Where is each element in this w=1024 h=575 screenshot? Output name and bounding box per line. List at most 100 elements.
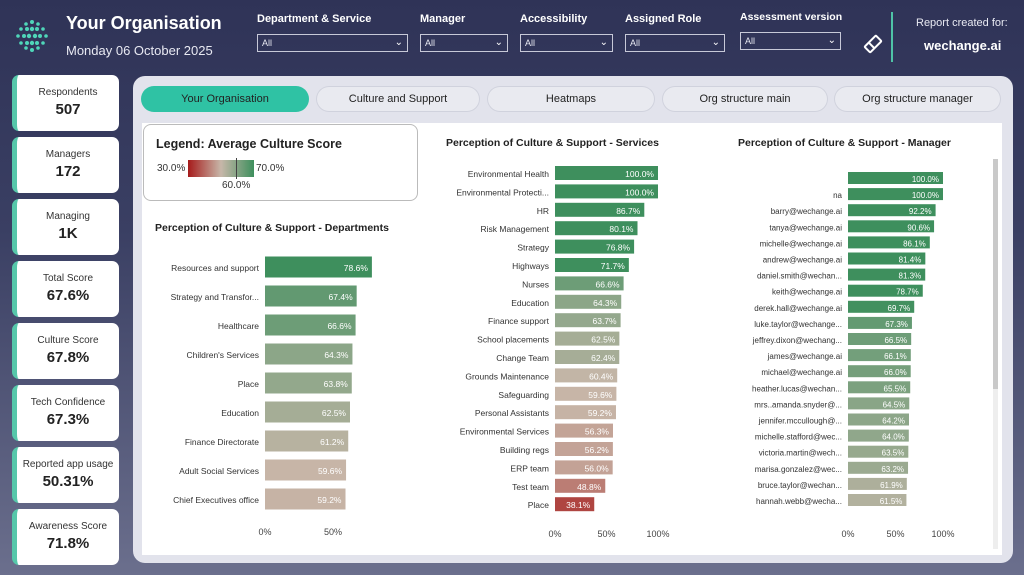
- kpi-card-culture-score: Culture Score 67.8%: [12, 323, 119, 379]
- bar[interactable]: [555, 202, 645, 217]
- scrollbar-thumb[interactable]: [993, 159, 998, 389]
- category-label: james@wechange.ai: [767, 352, 843, 361]
- tab-culture-and-support[interactable]: Culture and Support: [316, 86, 480, 112]
- bar[interactable]: [555, 184, 658, 199]
- main-panel: Your Organisation Culture and Support He…: [133, 76, 1013, 563]
- data-label: 66.6%: [595, 279, 620, 289]
- eraser-icon[interactable]: [862, 33, 884, 55]
- kpi-card-awareness-score: Awareness Score 71.8%: [12, 509, 119, 565]
- bar[interactable]: [555, 423, 613, 438]
- bar[interactable]: [265, 430, 349, 452]
- department-select[interactable]: All ⌄: [257, 34, 408, 52]
- legend-gradient: [188, 160, 254, 177]
- divider: [891, 12, 893, 62]
- bar[interactable]: [848, 365, 911, 378]
- bar[interactable]: [848, 445, 909, 458]
- bar[interactable]: [555, 442, 613, 456]
- bar[interactable]: [555, 221, 638, 236]
- bar[interactable]: [555, 276, 624, 291]
- bar[interactable]: [265, 343, 353, 365]
- bar[interactable]: [848, 300, 915, 313]
- bar[interactable]: [265, 401, 350, 423]
- bar[interactable]: [555, 258, 629, 272]
- data-label: 66.0%: [884, 368, 907, 377]
- kpi-label: Respondents: [38, 87, 98, 98]
- bar[interactable]: [848, 316, 912, 329]
- legend-card: Legend: Average Culture Score 30.0% 70.0…: [143, 124, 418, 201]
- bar[interactable]: [848, 268, 926, 281]
- category-label: barry@wechange.ai: [771, 207, 842, 216]
- bar[interactable]: [848, 429, 909, 442]
- category-label: jeffrey.dixon@wechang...: [752, 336, 842, 345]
- bar[interactable]: [848, 494, 907, 506]
- bar[interactable]: [555, 497, 595, 512]
- legend-min-label: 30.0%: [157, 163, 186, 174]
- category-label: Finance Directorate: [185, 437, 259, 447]
- data-label: 100.0%: [625, 169, 654, 179]
- bar[interactable]: [848, 397, 910, 410]
- kpi-value: 172: [55, 163, 81, 180]
- bar[interactable]: [848, 349, 911, 362]
- departments-chart: Resources and support 78.6% Strategy and T…: [171, 256, 372, 537]
- filter-label: Department & Service: [257, 13, 372, 25]
- tab-your-organisation[interactable]: Your Organisation: [141, 86, 309, 112]
- data-label: 64.5%: [883, 400, 906, 409]
- bar[interactable]: [848, 333, 912, 345]
- accessibility-select[interactable]: All ⌄: [520, 34, 613, 52]
- category-label: jennifer.mccullough@...: [758, 417, 842, 426]
- kpi-card-tech-confidence: Tech Confidence 67.3%: [12, 385, 119, 441]
- bar[interactable]: [555, 350, 620, 364]
- bar[interactable]: [265, 285, 357, 307]
- bar[interactable]: [265, 256, 372, 278]
- bar[interactable]: [265, 459, 347, 481]
- services-chart: Environmental Health 100.0% Environmental …: [456, 166, 670, 539]
- kpi-value: 507: [55, 101, 81, 118]
- bar[interactable]: [265, 372, 352, 394]
- assigned-role-select[interactable]: All ⌄: [625, 34, 725, 52]
- logo-icon: [16, 20, 48, 52]
- bar[interactable]: [848, 188, 943, 201]
- tab-org-structure-manager[interactable]: Org structure manager: [834, 86, 1001, 112]
- bar[interactable]: [555, 368, 618, 383]
- manager-select[interactable]: All ⌄: [420, 34, 508, 52]
- data-label: 59.2%: [588, 408, 613, 418]
- bar[interactable]: [848, 461, 909, 474]
- category-label: Healthcare: [218, 321, 259, 331]
- bar[interactable]: [848, 381, 911, 394]
- bar[interactable]: [265, 488, 346, 510]
- bar[interactable]: [555, 331, 620, 346]
- assessment-version-select[interactable]: All ⌄: [740, 32, 841, 50]
- category-label: hannah.webb@wecha...: [756, 497, 842, 506]
- data-label: 78.6%: [344, 263, 369, 273]
- data-label: 63.5%: [882, 449, 905, 458]
- bar[interactable]: [848, 252, 926, 265]
- bar[interactable]: [848, 413, 909, 426]
- data-label: 64.3%: [324, 350, 349, 360]
- data-label: 64.2%: [882, 417, 905, 426]
- header: Your Organisation Monday 06 October 2025…: [0, 0, 1024, 70]
- bar[interactable]: [555, 313, 621, 328]
- bar[interactable]: [555, 166, 658, 180]
- bar[interactable]: [848, 477, 907, 490]
- bar[interactable]: [848, 236, 930, 249]
- data-label: 59.6%: [318, 466, 343, 476]
- bar[interactable]: [555, 239, 635, 254]
- data-label: 61.2%: [320, 437, 345, 447]
- bar[interactable]: [848, 284, 923, 297]
- data-label: 63.7%: [593, 316, 618, 326]
- category-label: Environmental Protecti...: [456, 187, 549, 197]
- manager-chart-scrollbar[interactable]: [993, 159, 998, 549]
- tab-heatmaps[interactable]: Heatmaps: [487, 86, 655, 112]
- bar[interactable]: [848, 204, 936, 217]
- bar[interactable]: [265, 314, 356, 336]
- bar[interactable]: [555, 294, 622, 309]
- data-label: 64.3%: [593, 298, 618, 308]
- data-label: 80.1%: [609, 224, 634, 234]
- bar[interactable]: [555, 405, 616, 420]
- tab-org-structure-main[interactable]: Org structure main: [662, 86, 828, 112]
- bar[interactable]: [848, 220, 935, 233]
- bar[interactable]: [555, 386, 617, 401]
- bar[interactable]: [555, 460, 613, 475]
- bar[interactable]: [555, 478, 606, 493]
- bar[interactable]: [848, 172, 943, 184]
